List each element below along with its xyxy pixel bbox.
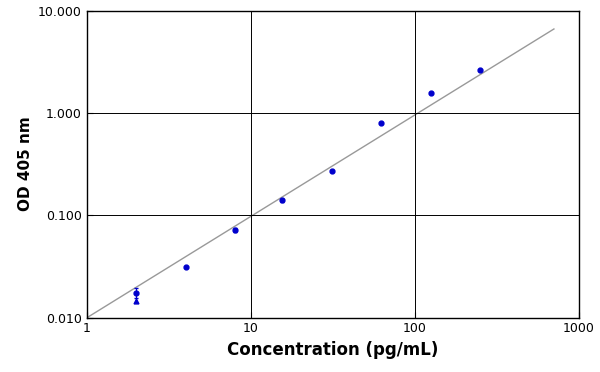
X-axis label: Concentration (pg/mL): Concentration (pg/mL) (227, 341, 439, 359)
Y-axis label: OD 405 nm: OD 405 nm (17, 117, 32, 211)
